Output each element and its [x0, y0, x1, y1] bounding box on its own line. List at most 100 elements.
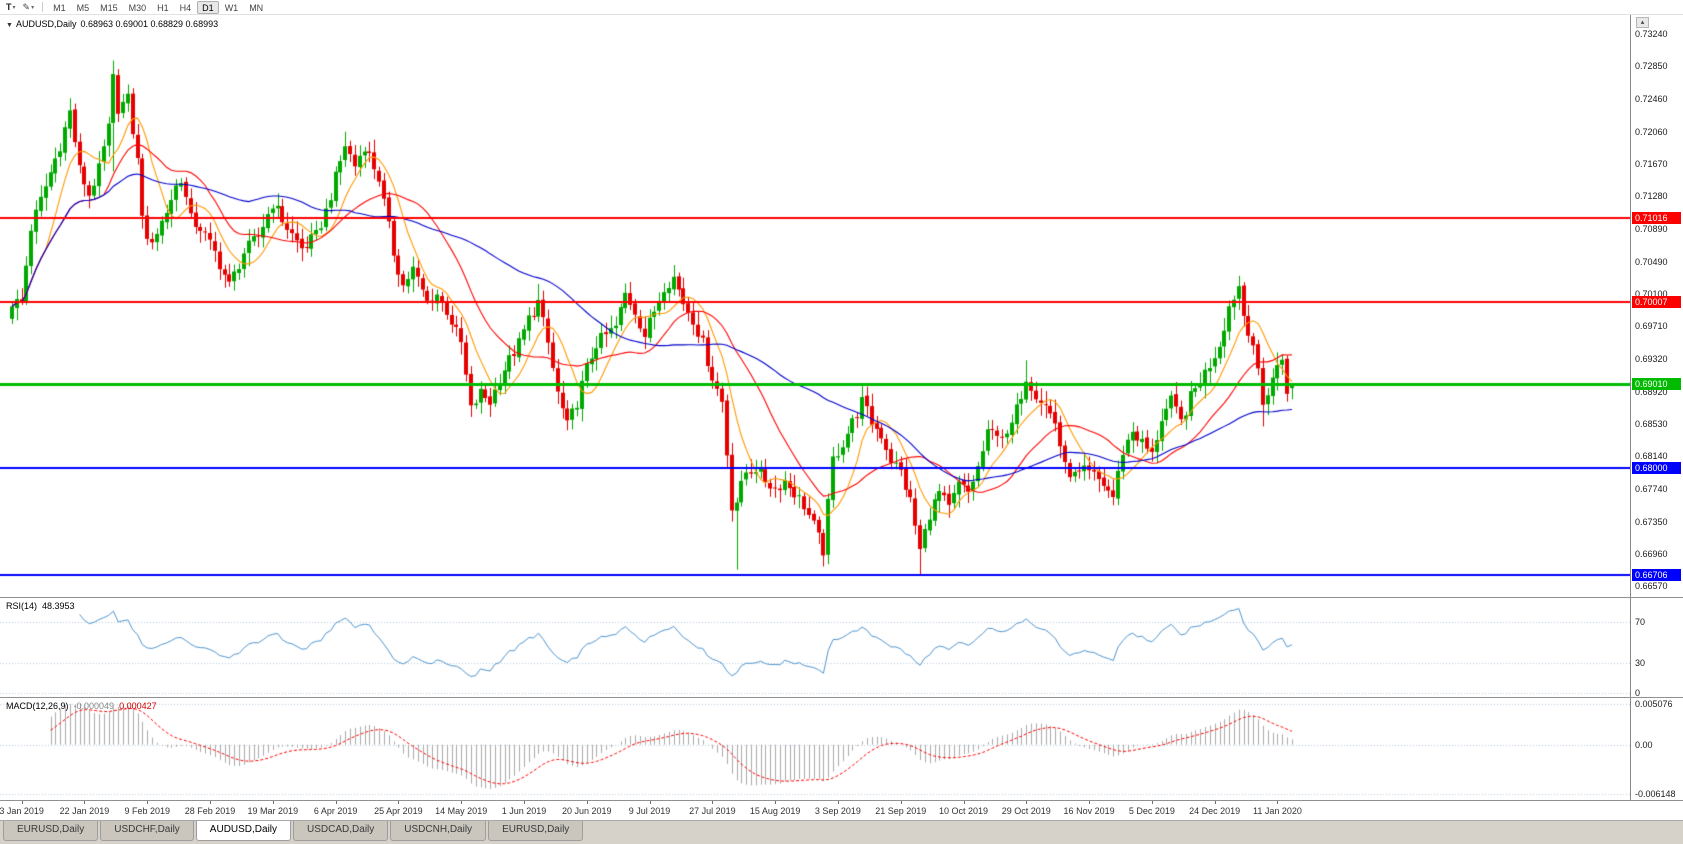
- date-label: 10 Oct 2019: [938, 806, 989, 816]
- date-tick: [964, 801, 965, 804]
- date-tick: [1089, 801, 1090, 804]
- rsi-canvas[interactable]: [0, 598, 1630, 697]
- price-scale[interactable]: ▴ 0.73240 0.72850 0.72460 0.72060 0.71670 0.7…: [1630, 15, 1683, 597]
- date-label: 25 Apr 2019: [374, 806, 423, 816]
- scale-arrow-icon[interactable]: ▴: [1636, 17, 1649, 28]
- date-label: 5 Dec 2019: [1128, 806, 1175, 816]
- date-label: 24 Dec 2019: [1189, 806, 1241, 816]
- price-line-label: 0.66706: [1632, 568, 1681, 581]
- period-h4-button[interactable]: H4: [179, 2, 192, 13]
- chevron-down-icon: ▾: [31, 4, 35, 11]
- date-label: 27 Jul 2019: [689, 806, 736, 816]
- price-tick-label: 0.72850: [1635, 61, 1668, 72]
- date-label: 3 Sep 2019: [814, 806, 861, 816]
- date-tick: [398, 801, 399, 804]
- date-tick: [775, 801, 776, 804]
- date-label: 3 Jan 2019: [0, 806, 44, 816]
- rsi-panel[interactable]: RSI(14) 48.3953 70 30 0: [0, 597, 1683, 698]
- rsi-level-label: 30: [1635, 657, 1646, 668]
- macd-scale[interactable]: 0.005076 0.00 -0.006148: [1630, 698, 1683, 800]
- price-tick-label: 0.69710: [1635, 321, 1668, 332]
- tab-eurusd-1[interactable]: EURUSD,Daily: [3, 821, 99, 841]
- one-click-trading-toggle-icon[interactable]: ▼: [6, 22, 13, 29]
- date-label: 1 Jun 2019: [501, 806, 547, 816]
- tab-eurusd-2[interactable]: EURUSD,Daily: [488, 821, 584, 841]
- tab-audusd[interactable]: AUDUSD,Daily: [195, 821, 292, 841]
- price-tick-label: 0.68140: [1635, 451, 1668, 462]
- period-m15-button[interactable]: M15: [100, 2, 118, 13]
- price-tick-label: 0.71670: [1635, 159, 1668, 170]
- date-tick: [838, 801, 839, 804]
- date-axis[interactable]: 3 Jan 2019 22 Jan 2019 9 Feb 2019 28 Feb 20…: [0, 800, 1683, 820]
- period-m1-button[interactable]: M1: [53, 2, 66, 13]
- date-label: 11 Jan 2020: [1253, 806, 1302, 816]
- date-label: 20 Jun 2019: [561, 806, 612, 816]
- date-label: 28 Feb 2019: [184, 806, 236, 816]
- date-label: 19 Mar 2019: [247, 806, 299, 816]
- date-tick: [84, 801, 85, 804]
- rsi-label: RSI(14) 48.3953: [6, 601, 75, 611]
- macd-panel[interactable]: MACD(12,26,9) -0.000049 0.000427 0.005076 0…: [0, 697, 1683, 800]
- date-label: 6 Apr 2019: [313, 806, 358, 816]
- date-tick: [210, 801, 211, 804]
- macd-signal-value: 0.000427: [119, 701, 157, 711]
- date-tick: [147, 801, 148, 804]
- price-tick-label: 0.71280: [1635, 191, 1668, 202]
- macd-label: MACD(12,26,9) -0.000049 0.000427: [6, 701, 157, 711]
- period-h1-button[interactable]: H1: [157, 2, 169, 13]
- macd-level-label: 0.005076: [1635, 699, 1673, 709]
- period-mn-button[interactable]: MN: [249, 2, 264, 13]
- period-m30-button[interactable]: M30: [128, 2, 147, 13]
- pen-icon: ✎: [22, 1, 31, 12]
- tab-usdchf[interactable]: USDCHF,Daily: [100, 821, 194, 841]
- price-line-label: 0.71016: [1632, 212, 1681, 225]
- price-tick-label: 0.70890: [1635, 223, 1668, 234]
- date-tick: [524, 801, 525, 804]
- rsi-level-label: 70: [1635, 617, 1646, 628]
- price-line-label: 0.70007: [1632, 295, 1681, 308]
- drawing-tool-button[interactable]: ✎ ▾: [20, 2, 38, 13]
- text-tool-icon: T: [6, 2, 12, 12]
- price-tick-label: 0.73240: [1635, 29, 1668, 40]
- rsi-name: RSI(14): [6, 601, 38, 611]
- chevron-down-icon: ▾: [12, 4, 16, 11]
- date-label: 21 Sep 2019: [875, 806, 927, 816]
- date-tick: [1277, 801, 1278, 804]
- rsi-scale[interactable]: 70 30 0: [1630, 598, 1683, 698]
- period-d1-button[interactable]: D1: [197, 0, 219, 14]
- price-tick-label: 0.72060: [1635, 126, 1668, 137]
- main-chart-panel[interactable]: ▼ AUDUSD,Daily 0.68963 0.69001 0.68829 0.6…: [0, 15, 1683, 597]
- price-line-label: 0.69010: [1632, 378, 1681, 391]
- date-tick: [587, 801, 588, 804]
- chart-ohlc-values: 0.68963 0.69001 0.68829 0.68993: [80, 19, 219, 29]
- date-label: 29 Oct 2019: [1001, 806, 1051, 816]
- date-tick: [336, 801, 337, 804]
- date-tick: [712, 801, 713, 804]
- date-label: 22 Jan 2019: [59, 806, 110, 816]
- date-label: 14 May 2019: [435, 806, 488, 816]
- text-tool-button[interactable]: T ▾: [3, 2, 19, 12]
- period-w1-button[interactable]: W1: [224, 2, 239, 13]
- date-tick: [1026, 801, 1027, 804]
- price-tick-label: 0.69320: [1635, 353, 1668, 364]
- price-tick-label: 0.68920: [1635, 386, 1668, 397]
- date-tick: [901, 801, 902, 804]
- price-tick-label: 0.68530: [1635, 418, 1668, 429]
- macd-main-value: -0.000049: [73, 701, 115, 711]
- date-tick: [1152, 801, 1153, 804]
- macd-level-label: 0.00: [1635, 739, 1653, 750]
- macd-level-label: -0.006148: [1635, 789, 1676, 799]
- price-line-label: 0.68000: [1632, 461, 1681, 474]
- tab-usdcad[interactable]: USDCAD,Daily: [293, 821, 389, 841]
- tab-usdcnh[interactable]: USDCNH,Daily: [390, 821, 487, 841]
- macd-canvas[interactable]: [0, 698, 1630, 800]
- date-tick: [461, 801, 462, 804]
- macd-name: MACD(12,26,9): [6, 701, 69, 711]
- price-tick-label: 0.70490: [1635, 256, 1668, 267]
- date-tick: [650, 801, 651, 804]
- period-m5-button[interactable]: M5: [76, 2, 90, 13]
- price-tick-label: 0.66570: [1635, 581, 1668, 592]
- chart-title: ▼ AUDUSD,Daily 0.68963 0.69001 0.68829 0.6…: [6, 19, 218, 29]
- price-tick-label: 0.72460: [1635, 93, 1668, 104]
- price-chart-canvas[interactable]: [0, 15, 1630, 597]
